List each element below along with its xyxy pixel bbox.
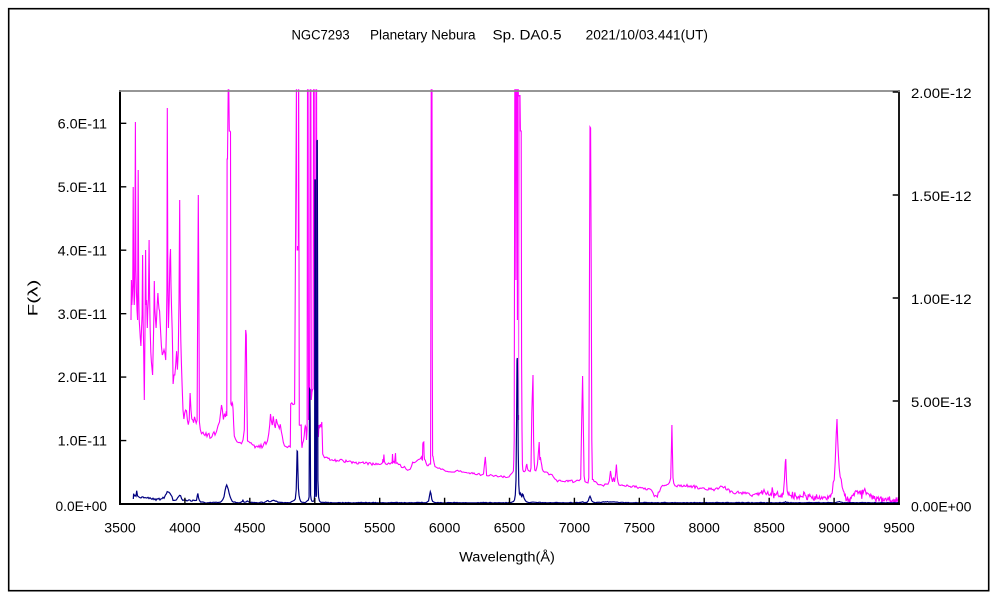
svg-text:1.00E-12: 1.00E-12	[911, 292, 972, 308]
svg-text:F(λ): F(λ)	[26, 280, 42, 317]
svg-text:3.0E-11: 3.0E-11	[58, 307, 107, 323]
svg-text:4000: 4000	[169, 521, 201, 537]
svg-text:1.0E-11: 1.0E-11	[58, 434, 107, 450]
svg-text:6.0E-11: 6.0E-11	[58, 116, 107, 132]
svg-text:NGC7293: NGC7293	[292, 27, 350, 43]
svg-text:4.0E-11: 4.0E-11	[58, 243, 107, 259]
svg-text:5.00E-13: 5.00E-13	[911, 395, 972, 411]
svg-text:1.50E-12: 1.50E-12	[911, 189, 972, 205]
svg-text:2.0E-11: 2.0E-11	[58, 370, 107, 386]
svg-text:8000: 8000	[689, 521, 721, 537]
svg-text:9000: 9000	[818, 521, 850, 537]
svg-text:5.0E-11: 5.0E-11	[58, 180, 107, 196]
svg-text:0.0E+00: 0.0E+00	[56, 499, 108, 515]
svg-text:6500: 6500	[494, 521, 526, 537]
svg-text:6000: 6000	[429, 521, 461, 537]
svg-text:9500: 9500	[883, 521, 915, 537]
svg-text:5500: 5500	[364, 521, 396, 537]
svg-text:5000: 5000	[299, 521, 331, 537]
svg-text:Wavelength(Å): Wavelength(Å)	[459, 549, 555, 566]
svg-text:7500: 7500	[624, 521, 656, 537]
svg-text:3500: 3500	[104, 521, 136, 537]
svg-text:8500: 8500	[754, 521, 786, 537]
svg-text:Sp. DA0.5: Sp. DA0.5	[493, 27, 562, 43]
svg-text:2.00E-12: 2.00E-12	[911, 86, 972, 102]
svg-text:7000: 7000	[559, 521, 591, 537]
svg-text:4500: 4500	[234, 521, 266, 537]
svg-text:Planetary Nebura: Planetary Nebura	[370, 27, 476, 43]
svg-text:2021/10/03.441(UT): 2021/10/03.441(UT)	[586, 27, 708, 43]
svg-text:0.00E+00: 0.00E+00	[911, 500, 972, 516]
